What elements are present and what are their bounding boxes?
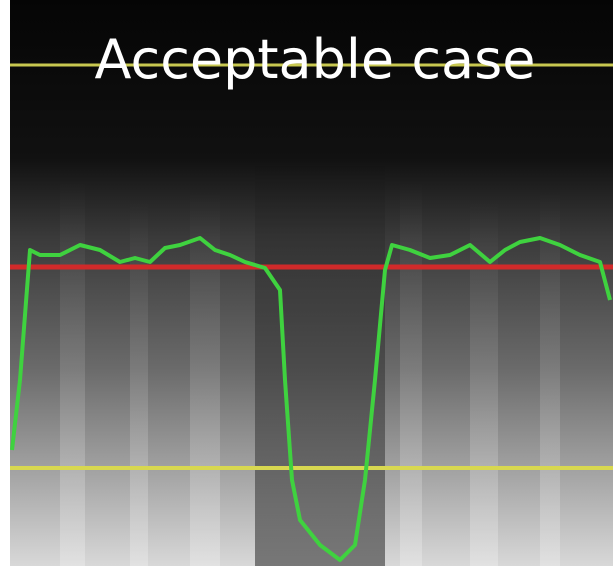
title: Acceptable case bbox=[95, 28, 536, 91]
trace bbox=[10, 236, 612, 562]
scan bbox=[10, 0, 613, 566]
